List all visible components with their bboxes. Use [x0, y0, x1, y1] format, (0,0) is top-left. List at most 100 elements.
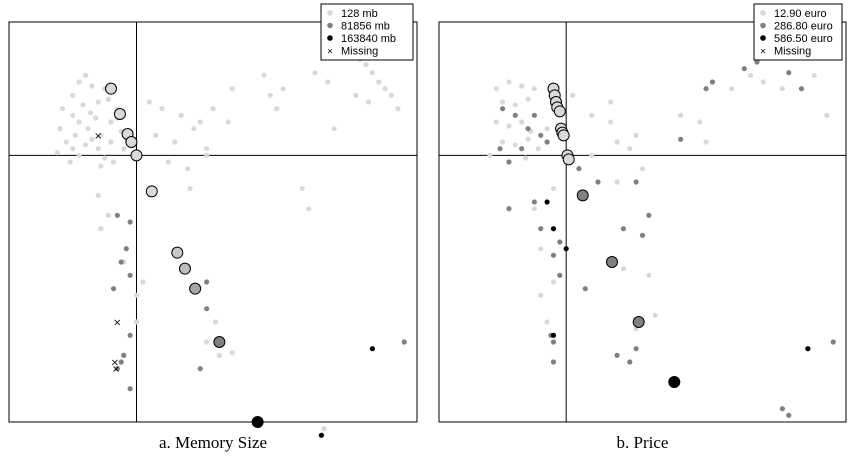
data-point [110, 286, 117, 292]
outlined-point [562, 153, 575, 166]
data-point [204, 152, 210, 158]
data-point [550, 252, 557, 258]
data-point [531, 206, 537, 212]
legend-dot [327, 10, 333, 16]
series-outlined [547, 82, 681, 388]
legend-x-marker: × [760, 47, 766, 58]
data-point [620, 226, 627, 232]
data-point [678, 136, 684, 142]
data-point [93, 115, 99, 121]
outlined-point [130, 149, 143, 162]
data-point [59, 106, 66, 112]
data-point [576, 166, 582, 172]
data-point [741, 66, 747, 72]
data-point [544, 139, 550, 145]
data-point [197, 366, 203, 372]
data-point [95, 192, 101, 198]
data-point [321, 426, 327, 432]
data-point [118, 259, 124, 265]
data-point [830, 339, 836, 345]
data-point [811, 72, 817, 78]
data-point [525, 136, 531, 142]
data-point [582, 286, 588, 292]
data-point [70, 92, 76, 98]
data-point [824, 112, 830, 118]
data-point [102, 155, 108, 161]
data-point [531, 199, 537, 205]
data-point [54, 150, 61, 156]
data-point [108, 139, 114, 145]
data-point [70, 146, 76, 152]
outlined-point [178, 262, 191, 275]
data-point [363, 62, 369, 68]
data-point [633, 346, 639, 352]
data-point [110, 159, 117, 165]
data-point [525, 126, 531, 132]
data-point [191, 126, 197, 132]
data-point [779, 86, 786, 92]
panel-caption: a. Memory Size [159, 433, 267, 452]
data-point [98, 163, 104, 169]
data-point [522, 155, 529, 161]
data-point [614, 352, 620, 358]
data-point [108, 119, 114, 125]
data-point [499, 99, 506, 105]
data-point [620, 266, 627, 272]
data-point [608, 99, 614, 105]
data-point [550, 279, 557, 285]
data-point [306, 206, 312, 212]
outlined-point [251, 416, 264, 428]
data-point [499, 139, 506, 145]
legend-label: Missing [341, 46, 378, 58]
data-point [633, 179, 639, 185]
data-point [646, 272, 652, 278]
data-point [225, 119, 231, 125]
data-point [153, 132, 159, 138]
data-point [798, 86, 805, 92]
data-point [506, 79, 512, 85]
data-point [63, 139, 69, 145]
data-point [353, 92, 359, 98]
missing-marker: × [94, 131, 102, 142]
data-point [614, 139, 620, 145]
data-point [114, 212, 120, 218]
outlined-point [189, 282, 202, 295]
data-point [652, 312, 658, 318]
data-point [123, 246, 129, 252]
data-point [748, 72, 754, 78]
data-point [127, 272, 133, 278]
series-12-90-euro [487, 32, 830, 332]
data-point [184, 166, 191, 172]
data-point [204, 339, 210, 345]
data-point [512, 112, 518, 118]
data-point [72, 132, 78, 138]
data-point [512, 102, 518, 108]
data-point [280, 86, 286, 92]
data-point [105, 212, 112, 218]
panel-caption: b. Price [617, 433, 669, 452]
series-163840-mb [318, 346, 375, 438]
data-point [114, 366, 120, 372]
data-point [728, 86, 735, 92]
outlined-point [557, 129, 570, 142]
missing-marker: × [112, 364, 120, 375]
series-outlined [105, 82, 264, 428]
legend-label: 81856 mb [341, 21, 390, 33]
data-point [261, 72, 267, 78]
data-point [709, 79, 716, 85]
data-point [531, 112, 537, 118]
data-point [525, 96, 531, 102]
data-point [204, 306, 210, 312]
data-point [703, 139, 709, 145]
data-point [569, 92, 576, 98]
data-point [274, 106, 280, 112]
outlined-point [213, 336, 226, 348]
data-point [786, 412, 792, 418]
data-point [57, 126, 63, 132]
data-point [493, 86, 499, 92]
data-point [267, 92, 273, 98]
data-point [544, 319, 550, 325]
